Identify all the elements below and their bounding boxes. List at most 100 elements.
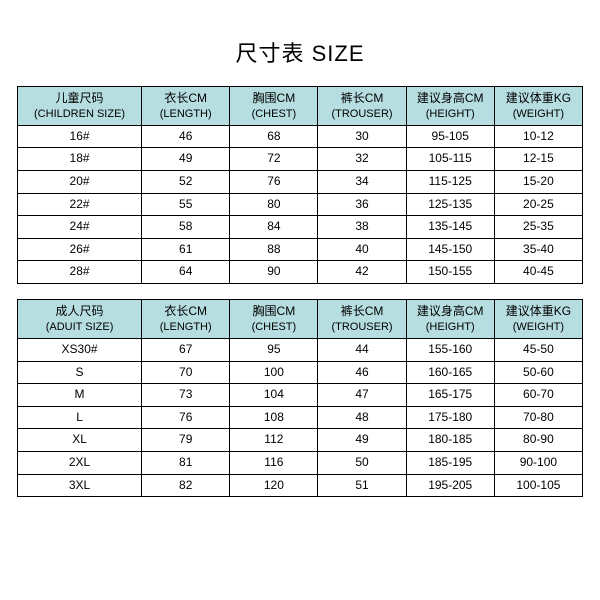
header-en: (HEIGHT): [409, 107, 492, 121]
table-row: 2XL8111650185-19590-100: [18, 451, 583, 474]
table-cell: 105-115: [406, 148, 494, 171]
column-header: 裤长CM(TROUSER): [318, 87, 406, 126]
header-cn: 成人尺码: [20, 304, 139, 320]
header-en: (TROUSER): [320, 320, 403, 334]
header-en: (CHILDREN SIZE): [20, 107, 139, 121]
column-header: 裤长CM(TROUSER): [318, 300, 406, 339]
table-cell: 90-100: [494, 451, 582, 474]
children-header: 儿童尺码(CHILDREN SIZE)衣长CM(LENGTH)胸围CM(CHES…: [18, 87, 583, 126]
table-cell: 70-80: [494, 406, 582, 429]
header-en: (LENGTH): [144, 107, 227, 121]
header-cn: 建议体重KG: [497, 304, 580, 320]
table-cell: 49: [142, 148, 230, 171]
table-cell: 2XL: [18, 451, 142, 474]
table-row: S7010046160-16550-60: [18, 361, 583, 384]
table-row: XS30#679544155-16045-50: [18, 338, 583, 361]
table-cell: 10-12: [494, 125, 582, 148]
table-cell: 82: [142, 474, 230, 497]
table-cell: 145-150: [406, 238, 494, 261]
header-en: (WEIGHT): [497, 320, 580, 334]
column-header: 成人尺码(ADUIT SIZE): [18, 300, 142, 339]
table-cell: 120: [230, 474, 318, 497]
header-en: (CHEST): [232, 320, 315, 334]
children-body: 16#46683095-10510-1218#497232105-11512-1…: [18, 125, 583, 283]
header-cn: 儿童尺码: [20, 91, 139, 107]
table-cell: 67: [142, 338, 230, 361]
table-row: 26#618840145-15035-40: [18, 238, 583, 261]
header-cn: 胸围CM: [232, 91, 315, 107]
column-header: 建议身高CM(HEIGHT): [406, 300, 494, 339]
table-gap: [18, 284, 583, 300]
table-cell: 150-155: [406, 261, 494, 284]
header-en: (HEIGHT): [409, 320, 492, 334]
column-header: 建议体重KG(WEIGHT): [494, 300, 582, 339]
header-cn: 建议体重KG: [497, 91, 580, 107]
table-row: M7310447165-17560-70: [18, 384, 583, 407]
header-en: (TROUSER): [320, 107, 403, 121]
column-header: 建议体重KG(WEIGHT): [494, 87, 582, 126]
table-cell: 81: [142, 451, 230, 474]
table-cell: 20-25: [494, 193, 582, 216]
table-row: 20#527634115-12515-20: [18, 171, 583, 194]
table-cell: 195-205: [406, 474, 494, 497]
table-cell: 80-90: [494, 429, 582, 452]
header-cn: 建议身高CM: [409, 91, 492, 107]
table-cell: 36: [318, 193, 406, 216]
table-cell: 104: [230, 384, 318, 407]
table-cell: L: [18, 406, 142, 429]
table-cell: 55: [142, 193, 230, 216]
table-cell: S: [18, 361, 142, 384]
table-cell: 95-105: [406, 125, 494, 148]
table-cell: 60-70: [494, 384, 582, 407]
table-cell: 26#: [18, 238, 142, 261]
table-cell: 108: [230, 406, 318, 429]
table-cell: 76: [142, 406, 230, 429]
table-cell: 47: [318, 384, 406, 407]
table-cell: 79: [142, 429, 230, 452]
table-cell: 30: [318, 125, 406, 148]
table-cell: 24#: [18, 216, 142, 239]
column-header: 儿童尺码(CHILDREN SIZE): [18, 87, 142, 126]
table-cell: 52: [142, 171, 230, 194]
table-cell: 88: [230, 238, 318, 261]
table-row: 22#558036125-13520-25: [18, 193, 583, 216]
table-cell: 40-45: [494, 261, 582, 284]
table-cell: 12-15: [494, 148, 582, 171]
table-row: 24#588438135-14525-35: [18, 216, 583, 239]
table-cell: 46: [142, 125, 230, 148]
table-cell: 90: [230, 261, 318, 284]
table-cell: 28#: [18, 261, 142, 284]
header-cn: 胸围CM: [232, 304, 315, 320]
table-cell: 50: [318, 451, 406, 474]
table-cell: 18#: [18, 148, 142, 171]
table-cell: 64: [142, 261, 230, 284]
column-header: 胸围CM(CHEST): [230, 87, 318, 126]
table-cell: 22#: [18, 193, 142, 216]
table-cell: 44: [318, 338, 406, 361]
column-header: 建议身高CM(HEIGHT): [406, 87, 494, 126]
table-cell: 73: [142, 384, 230, 407]
table-cell: 160-165: [406, 361, 494, 384]
table-cell: 51: [318, 474, 406, 497]
table-row: 3XL8212051195-205100-105: [18, 474, 583, 497]
table-cell: M: [18, 384, 142, 407]
header-en: (WEIGHT): [497, 107, 580, 121]
table-cell: 35-40: [494, 238, 582, 261]
header-cn: 裤长CM: [320, 91, 403, 107]
table-cell: 95: [230, 338, 318, 361]
table-cell: 185-195: [406, 451, 494, 474]
size-table: 儿童尺码(CHILDREN SIZE)衣长CM(LENGTH)胸围CM(CHES…: [17, 86, 583, 497]
table-cell: 42: [318, 261, 406, 284]
table-cell: 61: [142, 238, 230, 261]
table-cell: 15-20: [494, 171, 582, 194]
table-cell: 135-145: [406, 216, 494, 239]
table-cell: 50-60: [494, 361, 582, 384]
table-cell: 116: [230, 451, 318, 474]
table-row: 28#649042150-15540-45: [18, 261, 583, 284]
table-cell: 58: [142, 216, 230, 239]
table-cell: 72: [230, 148, 318, 171]
table-cell: 84: [230, 216, 318, 239]
table-cell: 115-125: [406, 171, 494, 194]
table-cell: 48: [318, 406, 406, 429]
table-cell: 40: [318, 238, 406, 261]
